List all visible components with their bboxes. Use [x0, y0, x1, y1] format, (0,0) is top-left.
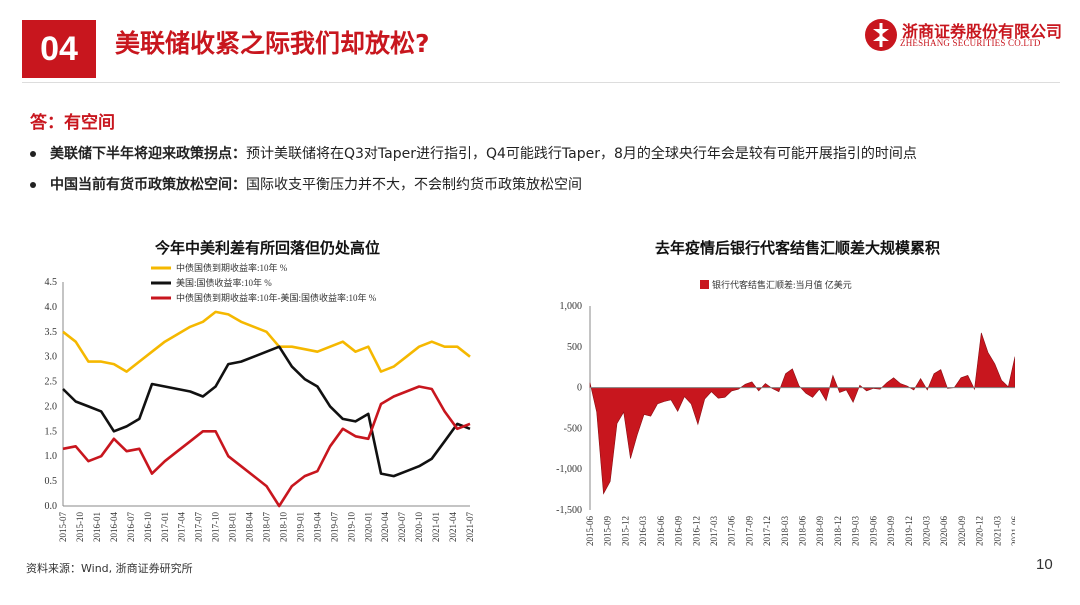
- x-tick-label: 2017-10: [211, 512, 221, 542]
- x-tick-label: 2015-10: [75, 512, 85, 542]
- legend-label: 美国:国债收益率:10年 %: [176, 277, 272, 288]
- x-tick-label: 2019-07: [329, 512, 339, 542]
- chart1-title: 今年中美利差有所回落但仍处高位: [155, 239, 381, 257]
- y-tick-label: 4.0: [45, 302, 58, 313]
- x-tick-label: 2017-12: [762, 516, 772, 546]
- series-line: [62, 310, 471, 373]
- legend-label: 中债国债到期收益率:10年-美国:国债收益率:10年 %: [176, 292, 377, 303]
- x-tick-label: 2016-10: [143, 512, 153, 542]
- x-tick-label: 2019-09: [886, 516, 896, 546]
- bullet-item: 中国当前有货币政策放松空间：国际收支平衡压力并不大，不会制约货币政策放松空间: [30, 174, 582, 194]
- legend-swatch: [700, 280, 709, 289]
- x-tick-label: 2017-04: [177, 512, 187, 542]
- x-tick-label: 2017-06: [727, 516, 737, 546]
- bullet-dot-icon: [30, 151, 36, 157]
- x-tick-label: 2020-09: [957, 516, 967, 546]
- x-tick-label: 2020-04: [380, 512, 390, 542]
- bullet-bold: 美联储下半年将迎来政策拐点：: [50, 146, 246, 162]
- y-tick-label: 0.0: [45, 501, 58, 512]
- y-tick-label: -1,500: [556, 505, 582, 516]
- y-tick-label: 0.5: [45, 476, 58, 487]
- x-tick-label: 2015-09: [603, 516, 613, 546]
- x-tick-label: 2017-07: [194, 512, 204, 542]
- section-number: 04: [22, 20, 96, 78]
- y-tick-label: 1.5: [45, 426, 58, 437]
- x-tick-label: 2021-06: [1010, 516, 1015, 546]
- series-area: [589, 332, 1015, 495]
- y-tick-label: 1.0: [45, 451, 58, 462]
- x-tick-label: 2019-12: [904, 516, 914, 546]
- x-tick-label: 2016-07: [126, 512, 136, 542]
- logo-name-en: ZHESHANG SECURITIES CO.LTD: [900, 38, 1041, 48]
- header-divider: [22, 82, 1060, 83]
- x-tick-label: 2018-03: [780, 516, 790, 546]
- x-tick-label: 2019-04: [312, 512, 322, 542]
- x-tick-label: 2015-07: [58, 512, 68, 542]
- x-tick-label: 2015-06: [585, 516, 595, 546]
- x-tick-label: 2018-10: [278, 512, 288, 542]
- y-tick-label: 4.5: [45, 277, 58, 288]
- series-line: [62, 345, 471, 478]
- y-tick-label: 500: [567, 342, 582, 353]
- x-tick-label: 2019-06: [868, 516, 878, 546]
- x-tick-label: 2021-04: [448, 512, 458, 542]
- bullet-text: 国际收支平衡压力并不大，不会制约货币政策放松空间: [246, 177, 582, 193]
- x-tick-label: 2018-01: [228, 512, 238, 542]
- x-tick-label: 2015-12: [620, 516, 630, 546]
- x-tick-label: 2020-03: [921, 516, 931, 546]
- x-tick-label: 2018-06: [798, 516, 808, 546]
- x-tick-label: 2018-09: [815, 516, 825, 546]
- x-tick-label: 2016-01: [92, 512, 102, 542]
- x-tick-label: 2019-03: [851, 516, 861, 546]
- x-tick-label: 2017-09: [744, 516, 754, 546]
- company-logo: 浙商证券股份有限公司 ZHESHANG SECURITIES CO.LTD: [864, 16, 1064, 56]
- bullet-bold: 中国当前有货币政策放松空间：: [50, 177, 246, 193]
- x-tick-label: 2019-01: [295, 512, 305, 542]
- y-tick-label: 0: [577, 383, 582, 394]
- page-title: 美联储收紧之际我们却放松?: [115, 29, 430, 58]
- y-tick-label: -500: [564, 423, 582, 434]
- x-tick-label: 2020-06: [939, 516, 949, 546]
- chart1-svg: 0.0 0.5 1.0 1.5 2.0 2.5 3.0 3.5 4.0 4.5 2015-07 201…: [45, 262, 476, 542]
- x-tick-label: 2021-07: [465, 512, 475, 542]
- x-tick-label: 2018-04: [245, 512, 255, 542]
- x-tick-label: 2017-01: [160, 512, 170, 542]
- x-tick-label: 2017-03: [709, 516, 719, 546]
- logo-name-cn: 浙商证券股份有限公司: [902, 22, 1063, 41]
- x-tick-label: 2021-01: [431, 512, 441, 542]
- legend-label: 中债国债到期收益率:10年 %: [176, 262, 288, 273]
- x-tick-label: 2020-12: [975, 516, 985, 546]
- y-tick-label: 3.0: [45, 352, 58, 363]
- source-note: 资料来源：Wind, 浙商证券研究所: [26, 562, 193, 575]
- bullet-dot-icon: [30, 182, 36, 188]
- y-tick-label: 2.0: [45, 401, 58, 412]
- logo-emblem-icon: [865, 19, 897, 51]
- x-tick-label: 2020-07: [397, 512, 407, 542]
- x-tick-label: 2020-10: [414, 512, 424, 542]
- x-tick-label: 2020-01: [363, 512, 373, 542]
- x-tick-label: 2016-03: [638, 516, 648, 546]
- answer-heading: 答：有空间: [30, 113, 115, 133]
- y-tick-label: 2.5: [45, 377, 58, 388]
- x-tick-label: 2016-06: [656, 516, 666, 546]
- bullet-item: 美联储下半年将迎来政策拐点：预计美联储将在Q3对Taper进行指引，Q4可能践行…: [30, 143, 917, 163]
- y-tick-label: 1,000: [560, 301, 583, 312]
- x-tick-label: 2016-12: [691, 516, 701, 546]
- x-tick-label: 2016-09: [674, 516, 684, 546]
- x-tick-label: 2016-04: [109, 512, 119, 542]
- x-tick-label: 2019-10: [346, 512, 356, 542]
- x-tick-label: 2021-03: [992, 516, 1002, 546]
- x-tick-label: 2018-07: [262, 512, 272, 542]
- series-line: [62, 385, 471, 508]
- bullet-text: 预计美联储将在Q3对Taper进行指引，Q4可能践行Taper，8月的全球央行年…: [246, 146, 917, 162]
- y-tick-label: 3.5: [45, 327, 58, 338]
- page-number: 10: [1036, 556, 1053, 573]
- legend-label: 银行代客结售汇顺差:当月值 亿美元: [712, 279, 852, 290]
- chart2-title: 去年疫情后银行代客结售汇顺差大规模累积: [655, 239, 941, 257]
- y-tick-label: -1,000: [556, 464, 582, 475]
- x-tick-label: 2018-12: [833, 516, 843, 546]
